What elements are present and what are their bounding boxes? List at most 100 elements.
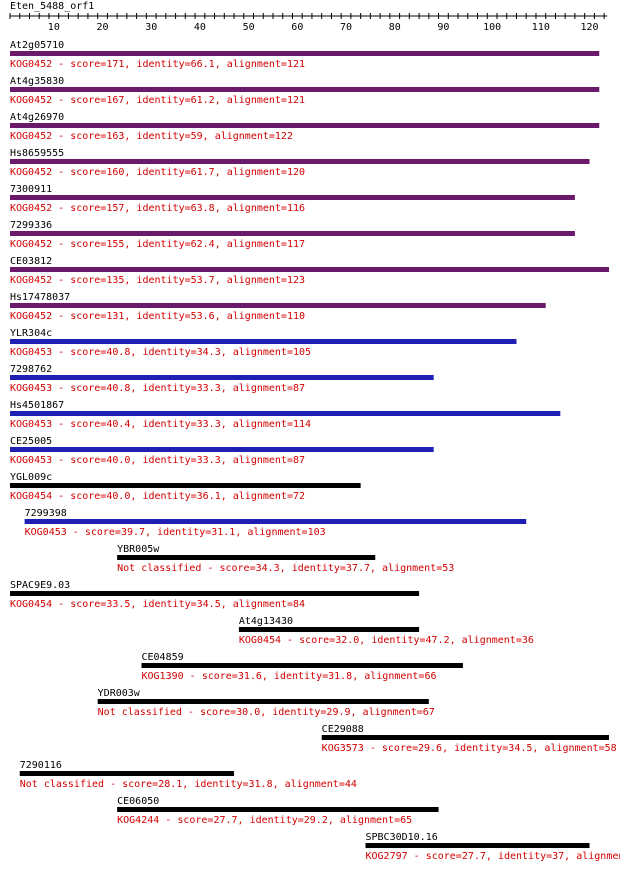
hit-row[interactable]: SPAC9E9.03 KOG0454 - score=33.5, identity…	[10, 580, 420, 610]
hit-row[interactable]: YLR304c KOG0453 - score=40.8, identity=34…	[10, 328, 517, 358]
ruler-tick-label: 40	[194, 22, 206, 33]
ruler-tick-label: 80	[389, 22, 401, 33]
hit-name: Hs4501867	[10, 400, 64, 411]
hit-annotation: KOG2797 - score=27.7, identity=37, align…	[366, 851, 620, 862]
hit-row[interactable]: 7299336 KOG0452 - score=155, identity=62.…	[10, 220, 575, 250]
hit-name: 7290116	[20, 760, 62, 771]
alignment-bar[interactable]	[321, 735, 610, 740]
ruler-tick-label: 60	[291, 22, 303, 33]
hit-name: CE03812	[10, 256, 52, 267]
hit-annotation: KOG0453 - score=39.7, identity=31.1, ali…	[25, 527, 326, 538]
hit-name: YDR003w	[98, 688, 141, 699]
hit-annotation: KOG0452 - score=167, identity=61.2, alig…	[10, 95, 305, 106]
hit-annotation: KOG1390 - score=31.6, identity=31.8, ali…	[141, 671, 436, 682]
hit-row[interactable]: Hs4501867 KOG0453 - score=40.4, identity=…	[10, 400, 561, 430]
alignment-bar[interactable]	[10, 483, 361, 488]
alignment-bar[interactable]	[10, 339, 517, 344]
hit-name: Hs8659555	[10, 148, 64, 159]
alignment-bar[interactable]	[117, 807, 439, 812]
hit-name: YGL009c	[10, 472, 52, 483]
hit-annotation: KOG0453 - score=40.0, identity=33.3, ali…	[10, 455, 305, 466]
hit-annotation: KOG0453 - score=40.4, identity=33.3, ali…	[10, 419, 311, 430]
ruler-tick-label: 10	[48, 22, 60, 33]
hit-annotation: KOG0454 - score=40.0, identity=36.1, ali…	[10, 491, 305, 502]
hit-annotation: Not classified - score=30.0, identity=29…	[98, 707, 435, 718]
hit-name: Hs17478037	[10, 292, 70, 303]
hit-row[interactable]: CE04859 KOG1390 - score=31.6, identity=31…	[141, 652, 463, 682]
query-title: Eten_5488_orf1	[10, 1, 94, 12]
hit-annotation: Not classified - score=28.1, identity=31…	[20, 779, 357, 790]
hit-row[interactable]: At4g13430 KOG0454 - score=32.0, identity=…	[238, 616, 534, 646]
hit-name: 7300911	[10, 184, 52, 195]
hit-annotation: KOG0452 - score=171, identity=66.1, alig…	[10, 59, 305, 70]
hit-row[interactable]: CE29088 KOG3573 - score=29.6, identity=34…	[321, 724, 617, 754]
hit-annotation: KOG0452 - score=135, identity=53.7, alig…	[10, 275, 305, 286]
alignment-bar[interactable]	[10, 375, 434, 380]
hit-row[interactable]: Hs8659555 KOG0452 - score=160, identity=6…	[10, 148, 590, 178]
alignment-bar[interactable]	[10, 231, 575, 236]
alignment-bar[interactable]	[19, 771, 235, 776]
alignment-bar[interactable]	[10, 123, 600, 128]
alignment-bar[interactable]	[10, 159, 590, 164]
alignment-bar[interactable]	[117, 555, 376, 560]
alignment-bar[interactable]	[10, 51, 600, 56]
alignment-bar[interactable]	[10, 87, 600, 92]
hit-name: CE06050	[117, 796, 159, 807]
hit-annotation: KOG0453 - score=40.8, identity=33.3, ali…	[10, 383, 305, 394]
hit-annotation: KOG0454 - score=33.5, identity=34.5, ali…	[10, 599, 305, 610]
hit-row[interactable]: At4g35830 KOG0452 - score=167, identity=6…	[10, 76, 600, 106]
hit-name: At4g35830	[10, 76, 64, 87]
hit-annotation: KOG0452 - score=163, identity=59, alignm…	[10, 131, 293, 142]
hit-annotation: KOG0452 - score=155, identity=62.4, alig…	[10, 239, 305, 250]
alignment-bar[interactable]	[365, 843, 590, 848]
ruler-tick-label: 90	[437, 22, 449, 33]
hit-row[interactable]: YGL009c KOG0454 - score=40.0, identity=36…	[10, 472, 361, 502]
hit-annotation: KOG0454 - score=32.0, identity=47.2, ali…	[239, 635, 534, 646]
hit-annotation: Not classified - score=34.3, identity=37…	[117, 563, 454, 574]
hit-row[interactable]: SPBC30D10.16 KOG2797 - score=27.7, identi…	[365, 832, 620, 862]
hit-name: YLR304c	[10, 328, 52, 339]
hit-annotation: KOG0452 - score=160, identity=61.7, alig…	[10, 167, 305, 178]
alignment-bar[interactable]	[141, 663, 463, 668]
hit-name: At2g05710	[10, 40, 64, 51]
hit-row[interactable]: 7299398 KOG0453 - score=39.7, identity=31…	[24, 508, 527, 538]
hit-name: CE29088	[322, 724, 364, 735]
alignment-bar[interactable]	[24, 519, 527, 524]
alignment-bar[interactable]	[10, 591, 420, 596]
hit-row[interactable]: YDR003w Not classified - score=30.0, iden…	[97, 688, 435, 718]
alignment-bar[interactable]	[10, 447, 434, 452]
hit-row[interactable]: CE06050 KOG4244 - score=27.7, identity=29…	[117, 796, 439, 826]
hit-name: At4g26970	[10, 112, 64, 123]
alignment-bar[interactable]	[97, 699, 429, 704]
hit-annotation: KOG3573 - score=29.6, identity=34.5, ali…	[322, 743, 617, 754]
ruler-tick-label: 50	[243, 22, 255, 33]
alignment-bar[interactable]	[10, 303, 546, 308]
ruler-tick-label: 120	[580, 22, 598, 33]
hit-name: 7299336	[10, 220, 52, 231]
hit-annotation: KOG4244 - score=27.7, identity=29.2, ali…	[117, 815, 412, 826]
alignment-bar[interactable]	[10, 195, 575, 200]
hit-row[interactable]: 7290116 Not classified - score=28.1, iden…	[19, 760, 357, 790]
hit-row[interactable]: CE25005 KOG0453 - score=40.0, identity=33…	[10, 436, 434, 466]
hit-name: 7299398	[25, 508, 67, 519]
hit-name: 7298762	[10, 364, 52, 375]
ruler-tick-label: 110	[532, 22, 550, 33]
alignment-bar[interactable]	[10, 267, 610, 272]
alignment-bar[interactable]	[10, 411, 561, 416]
hit-row[interactable]: YBR005w Not classified - score=34.3, iden…	[117, 544, 454, 574]
hit-name: CE04859	[141, 652, 183, 663]
hit-row[interactable]: Hs17478037 KOG0452 - score=131, identity=…	[10, 292, 546, 322]
ruler-tick-label: 30	[145, 22, 157, 33]
hit-row[interactable]: 7300911 KOG0452 - score=157, identity=63.…	[10, 184, 575, 214]
hit-name: At4g13430	[239, 616, 293, 627]
hit-row[interactable]: 7298762 KOG0453 - score=40.8, identity=33…	[10, 364, 434, 394]
alignment-bar[interactable]	[238, 627, 420, 632]
hit-name: CE25005	[10, 436, 52, 447]
hit-row[interactable]: CE03812 KOG0452 - score=135, identity=53.…	[10, 256, 610, 286]
hit-row[interactable]: At2g05710 KOG0452 - score=171, identity=6…	[10, 40, 600, 70]
hit-row[interactable]: At4g26970 KOG0452 - score=163, identity=5…	[10, 112, 600, 142]
hit-name: YBR005w	[117, 544, 160, 555]
sequence-ruler: 10 20 30 40 50 60 70 80 90 100 110 120	[9, 13, 608, 33]
hit-annotation: KOG0452 - score=157, identity=63.8, alig…	[10, 203, 305, 214]
